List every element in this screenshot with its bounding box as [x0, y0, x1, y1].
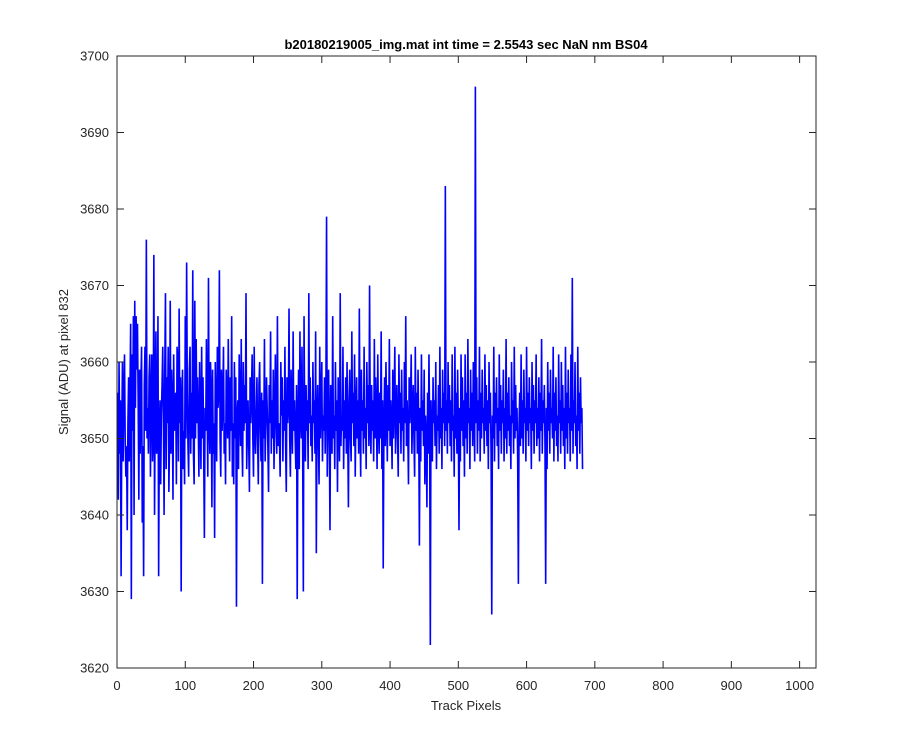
- x-axis-label: Track Pixels: [431, 698, 502, 713]
- chart-title: b20180219005_img.mat int time = 2.5543 s…: [284, 37, 648, 52]
- y-tick-label: 3640: [80, 508, 109, 523]
- plot-area: [117, 56, 816, 668]
- x-tick-label: 1000: [785, 678, 814, 693]
- x-tick-label: 300: [311, 678, 333, 693]
- x-tick-label: 100: [174, 678, 196, 693]
- x-tick-label: 400: [379, 678, 401, 693]
- y-tick-label: 3670: [80, 278, 109, 293]
- x-tick-label: 500: [447, 678, 469, 693]
- y-tick-label: 3690: [80, 125, 109, 140]
- x-tick-label: 0: [113, 678, 120, 693]
- x-tick-label: 200: [243, 678, 265, 693]
- x-tick-label: 700: [584, 678, 606, 693]
- y-tick-label: 3700: [80, 49, 109, 64]
- series-line: [116, 86, 584, 646]
- x-tick-label: 600: [516, 678, 538, 693]
- x-tick-label: 800: [652, 678, 674, 693]
- y-tick-label: 3680: [80, 202, 109, 217]
- y-tick-label: 3620: [80, 661, 109, 676]
- y-tick-label: 3660: [80, 355, 109, 370]
- y-tick-label: 3650: [80, 431, 109, 446]
- y-axis-label: Signal (ADU) at pixel 832: [56, 289, 71, 435]
- y-tick-label: 3630: [80, 584, 109, 599]
- x-tick-label: 900: [721, 678, 743, 693]
